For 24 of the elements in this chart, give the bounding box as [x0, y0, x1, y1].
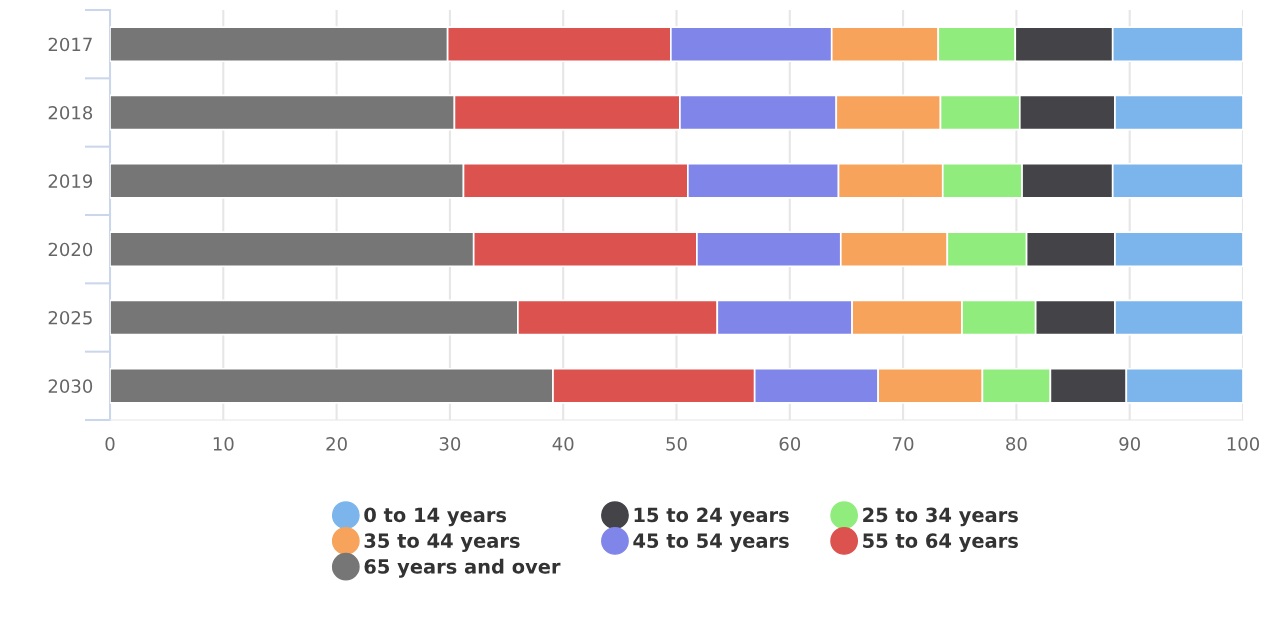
x-tick-label: 30	[439, 436, 461, 451]
y-tick-label: 2017	[48, 37, 92, 52]
legend-label: 65 years and over	[364, 558, 561, 578]
legend-label: 0 to 14 years	[364, 507, 507, 527]
x-tick-label: 40	[552, 436, 574, 451]
x-tick-label: 100	[1227, 436, 1260, 451]
legend-label: 35 to 44 years	[364, 533, 520, 552]
y-tick-label: 2019	[48, 174, 93, 188]
y-tick-label: 2018	[48, 105, 93, 120]
x-tick-label: 10	[213, 436, 234, 451]
x-tick-label: 70	[893, 436, 914, 451]
x-tick-label: 90	[1119, 436, 1140, 451]
legend-label: 25 to 34 years	[863, 507, 1018, 527]
x-tick-label: 0	[105, 436, 115, 451]
y-tick-label: 2030	[48, 379, 93, 393]
y-tick-label: 2025	[48, 310, 92, 325]
y-tick-label: 2020	[48, 242, 93, 257]
legend-label: 55 to 64 years	[863, 533, 1018, 552]
x-tick-label: 80	[1006, 436, 1027, 451]
x-tick-label: 50	[666, 436, 687, 451]
x-tick-label: 20	[326, 436, 347, 451]
legend-label: 45 to 54 years	[633, 533, 789, 552]
x-tick-label: 60	[779, 436, 801, 451]
legend-label: 15 to 24 years	[634, 507, 789, 527]
